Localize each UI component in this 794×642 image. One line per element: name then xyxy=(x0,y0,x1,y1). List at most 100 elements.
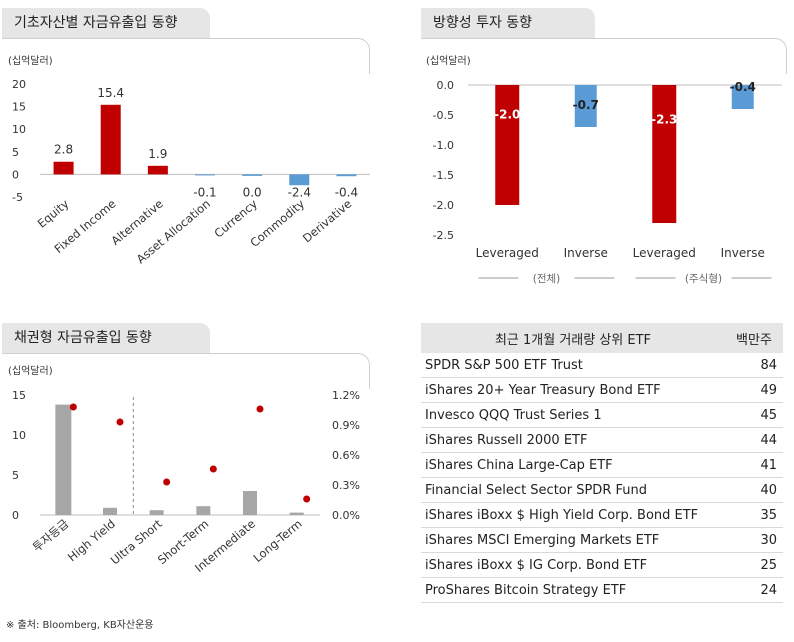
bar xyxy=(336,174,357,177)
x-tick-label: 투자등급 xyxy=(30,517,71,555)
x-tick-label: Inverse xyxy=(721,246,765,260)
y-tick-label: -1.5 xyxy=(433,169,454,182)
etf-volume-cell: 30 xyxy=(725,527,783,553)
y-tick-label: -2.5 xyxy=(433,229,454,242)
etf-name-cell: iShares 20+ Year Treasury Bond ETF xyxy=(421,377,725,403)
table-row: iShares Russell 2000 ETF 44 xyxy=(421,427,783,453)
dot-marker xyxy=(256,405,264,413)
unit-label: (십억달러) xyxy=(426,55,471,67)
bar xyxy=(103,507,117,515)
table-header-etf: 최근 1개월 거래량 상위 ETF xyxy=(421,323,725,353)
etf-name-cell: SPDR S&P 500 ETF Trust xyxy=(421,353,725,378)
data-label: -0.1 xyxy=(193,185,216,199)
panel-frame-asset-flows xyxy=(2,38,370,74)
etf-volume-cell: 41 xyxy=(725,452,783,478)
bond-flows-chart: (십억달러)1510501.2%0.9%0.6%0.3%0.0%투자등급High… xyxy=(8,365,360,575)
table-row: SPDR S&P 500 ETF Trust 84 xyxy=(421,353,783,378)
etf-name-cell: iShares MSCI Emerging Markets ETF xyxy=(421,527,725,553)
x-tick-label: Equity xyxy=(35,196,72,230)
group-label: (주식형) xyxy=(685,273,722,285)
table-header-volume: 백만주 xyxy=(725,323,783,353)
x-tick-label: Long-Term xyxy=(251,517,305,566)
panel-frame-directional xyxy=(421,38,787,74)
x-tick-label: Inverse xyxy=(564,246,608,260)
directional-chart: (십억달러) 0.0 -0.5 -1.0 -1.5 -2.0 -2.5 -2.0 Leverag… xyxy=(426,55,782,285)
etf-name-cell: iShares iBoxx $ High Yield Corp. Bond ET… xyxy=(421,502,725,528)
x-tick-label: Leveraged xyxy=(633,246,696,260)
table-row: iShares China Large-Cap ETF 41 xyxy=(421,452,783,478)
unit-label: (십억달러) xyxy=(8,55,53,67)
unit-label: (십억달러) xyxy=(8,365,53,377)
bar xyxy=(195,174,215,176)
y2-tick-label: 1.2% xyxy=(332,389,360,402)
table-row: iShares 20+ Year Treasury Bond ETF 49 xyxy=(421,377,783,403)
source-footnote: ※ 출처: Bloomberg, KB자산운용 xyxy=(6,620,154,631)
table-row: Financial Select Sector SPDR Fund 40 xyxy=(421,477,783,503)
etf-volume-cell: 25 xyxy=(725,552,783,578)
data-label: 2.8 xyxy=(54,143,73,157)
data-label: 15.4 xyxy=(97,86,124,100)
dot-marker xyxy=(303,495,311,503)
table-row: iShares iBoxx $ High Yield Corp. Bond ET… xyxy=(421,502,783,528)
data-label: -2.0 xyxy=(494,108,520,122)
etf-name-cell: iShares China Large-Cap ETF xyxy=(421,452,725,478)
y-tick-label: 10 xyxy=(12,123,26,136)
y-tick-label: 10 xyxy=(12,429,26,442)
data-label: -0.4 xyxy=(730,80,756,94)
table-body: SPDR S&P 500 ETF Trust 84 iShares 20+ Year… xyxy=(421,353,783,603)
top-volume-etf-table: 최근 1개월 거래량 상위 ETF 백만주 SPDR S&P 500 ETF T… xyxy=(421,323,783,603)
table-row: Invesco QQQ Trust Series 1 45 xyxy=(421,402,783,428)
panel-title-directional: 방향성 투자 동향 xyxy=(421,8,595,38)
bar xyxy=(574,85,597,127)
bar xyxy=(495,85,520,205)
y-tick-label: -1.0 xyxy=(433,139,454,152)
data-label: 0.0 xyxy=(243,185,262,199)
etf-volume-cell: 49 xyxy=(725,377,783,403)
bar xyxy=(196,506,211,515)
y-tick-label: -5 xyxy=(12,191,23,204)
etf-volume-cell: 40 xyxy=(725,477,783,503)
y-tick-label: 0.0 xyxy=(437,79,455,92)
y2-tick-label: 0.6% xyxy=(332,449,360,462)
bar xyxy=(53,161,74,175)
panel-frame-bond-flows xyxy=(2,353,370,389)
data-label: -2.3 xyxy=(651,113,677,127)
y2-tick-label: 0.0% xyxy=(332,509,360,522)
data-label: -2.4 xyxy=(288,185,311,199)
x-tick-label: Derivative xyxy=(300,197,354,246)
group-label: (전체) xyxy=(533,273,561,285)
bar xyxy=(147,165,168,175)
bar xyxy=(652,85,677,223)
y-tick-label: 0 xyxy=(12,168,19,181)
bar xyxy=(289,174,310,186)
y-tick-label: 0 xyxy=(12,509,19,522)
y2-tick-label: 0.3% xyxy=(332,479,360,492)
bar xyxy=(289,512,304,515)
panel-title-bond-flows: 채권형 자금유출입 동향 xyxy=(2,323,210,353)
etf-volume-cell: 24 xyxy=(725,577,783,603)
bar xyxy=(55,404,72,515)
etf-volume-cell: 35 xyxy=(725,502,783,528)
data-label: 1.9 xyxy=(148,147,167,161)
table-row: ProShares Bitcoin Strategy ETF 24 xyxy=(421,577,783,603)
y-tick-label: 15 xyxy=(12,389,26,402)
data-label: -0.4 xyxy=(335,185,358,199)
etf-name-cell: iShares iBoxx $ IG Corp. Bond ETF xyxy=(421,552,725,578)
dot-marker xyxy=(209,465,217,473)
y-tick-label: 5 xyxy=(12,469,19,482)
dot-marker xyxy=(116,418,124,426)
etf-volume-cell: 84 xyxy=(725,353,783,378)
y-tick-label: 5 xyxy=(12,146,19,159)
table-header-row: 최근 1개월 거래량 상위 ETF 백만주 xyxy=(421,323,783,353)
etf-name-cell: Invesco QQQ Trust Series 1 xyxy=(421,402,725,428)
y-tick-label: 20 xyxy=(12,78,26,91)
y-tick-label: -2.0 xyxy=(433,199,454,212)
bar xyxy=(100,104,121,175)
panel-title-asset-flows: 기초자산별 자금유출입 동향 xyxy=(2,8,210,38)
etf-name-cell: ProShares Bitcoin Strategy ETF xyxy=(421,577,725,603)
dot-marker xyxy=(69,403,77,411)
etf-volume-cell: 45 xyxy=(725,402,783,428)
dot-marker xyxy=(163,478,171,486)
bar xyxy=(731,85,754,109)
